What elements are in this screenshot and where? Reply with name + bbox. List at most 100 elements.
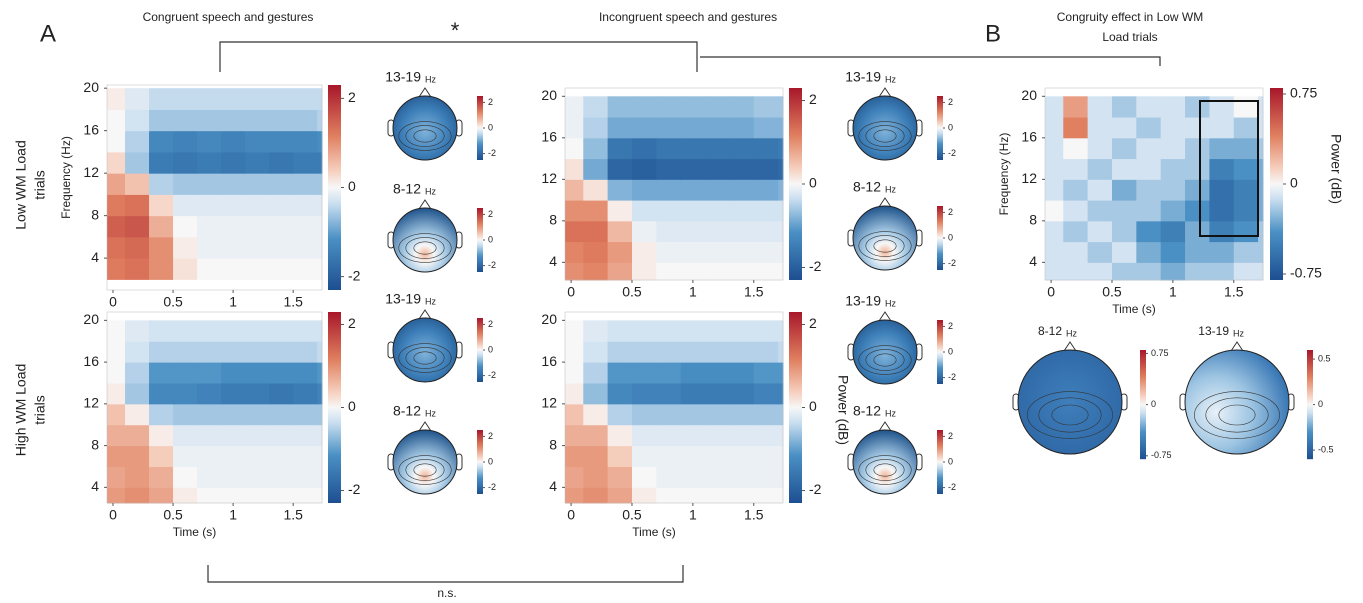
heatmap-cell: [656, 320, 682, 342]
heatmap-cell: [149, 424, 174, 447]
heatmap-cell: [778, 382, 784, 405]
heatmap-cell: [1160, 96, 1186, 118]
colorbar: [328, 85, 341, 290]
heatmap-cell: [317, 194, 323, 217]
topo-colorbar: [937, 320, 943, 384]
heatmap-cell: [1160, 200, 1186, 222]
heatmap-cell: [173, 424, 198, 447]
heatmap-cell: [656, 220, 682, 243]
heatmap-cell: [245, 88, 270, 110]
topo-nose: [878, 197, 892, 208]
heatmap-cell: [1136, 262, 1162, 281]
topo-head: [1017, 349, 1123, 455]
heatmap-cell: [656, 466, 682, 488]
topo-contour: [873, 353, 897, 367]
heatmap-cell: [656, 403, 682, 426]
heatmap-cell: [107, 403, 126, 426]
topo-colorbar-tick-label: 2: [488, 209, 493, 219]
heatmap-cell: [293, 236, 318, 259]
heatmap-cell: [778, 158, 784, 180]
heatmap-cell: [1209, 158, 1235, 180]
heatmap-cell: [317, 487, 323, 504]
heatmap-cell: [1209, 137, 1235, 160]
heatmap-cell: [1209, 200, 1235, 222]
heatmap-cell: [293, 424, 318, 447]
heatmap-cell: [245, 382, 270, 405]
heatmap-cell: [125, 382, 150, 405]
heatmap-cell: [245, 215, 270, 238]
heatmap-cell: [149, 88, 174, 110]
heatmap-cell: [631, 220, 657, 243]
heatmap-cell: [1258, 117, 1264, 139]
heatmap-cell: [565, 117, 584, 139]
heatmap-cell: [125, 362, 150, 384]
heatmap-cell: [1258, 262, 1264, 281]
heatmap-cell: [245, 151, 270, 174]
topo-unit: Hz: [425, 74, 436, 84]
heatmap-cell: [197, 173, 222, 195]
heatmap-cell: [680, 403, 706, 426]
heatmap-cell: [269, 382, 294, 405]
topo-colorbar-tick-label: -0.5: [1318, 444, 1334, 454]
heatmap-cell: [173, 194, 198, 217]
heatmap-cell: [631, 320, 657, 342]
y-axis-label: Frequency (Hz): [59, 136, 73, 219]
topo-contour: [405, 459, 445, 481]
heatmap-cell: [221, 466, 246, 488]
heatmap-cell: [656, 117, 682, 139]
heatmap-cell: [1045, 241, 1064, 263]
heatmap-cell: [729, 158, 755, 180]
topo-unit: Hz: [425, 408, 436, 418]
topo-contour: [1205, 397, 1269, 433]
heatmap-cell: [680, 382, 706, 405]
heatmap-cell: [778, 241, 784, 263]
heatmap-cell: [631, 137, 657, 160]
heatmap-cell: [173, 151, 198, 174]
heatmap-cell: [173, 362, 198, 384]
heatmap-cell: [1045, 220, 1064, 243]
heatmap-cell: [583, 362, 609, 384]
topo-colorbar-tick-label: 0: [488, 456, 493, 466]
topo-contour: [413, 463, 437, 477]
topo-unit: Hz: [885, 74, 896, 84]
heatmap-cell: [607, 424, 633, 447]
heatmap-cell: [1087, 241, 1113, 263]
heatmap-cell: [173, 382, 198, 405]
y-tick-label: 4: [1029, 253, 1037, 269]
topo-colorbar: [477, 430, 483, 494]
heatmap-cell: [197, 445, 222, 467]
heatmap-cell: [125, 109, 150, 132]
topo-colorbar-tick-label: 0.5: [1318, 353, 1331, 363]
heatmap-cell: [173, 320, 198, 342]
topo-unit: Hz: [1233, 328, 1244, 338]
heatmap-cell: [778, 320, 784, 342]
heatmap-cell: [125, 445, 150, 467]
heatmap-cell: [1160, 179, 1186, 201]
heatmap-cell: [149, 403, 174, 426]
heatmap-cell: [149, 215, 174, 238]
heatmap-cell: [607, 241, 633, 263]
bracket: [700, 56, 1161, 66]
y-tick-label: 20: [83, 311, 99, 327]
heatmap-cell: [656, 241, 682, 263]
heatmap-cell: [1233, 117, 1259, 139]
heatmap-cell: [149, 445, 174, 467]
topo-colorbar-tick-label: 2: [488, 431, 493, 441]
heatmap-cell: [729, 382, 755, 405]
topo-nose: [418, 421, 432, 432]
heatmap-cell: [1185, 179, 1210, 201]
row-label: Low WM Load: [13, 140, 29, 229]
heatmap-cell: [680, 424, 706, 447]
heatmap-cell: [753, 362, 779, 384]
topo-colorbar-tick-label: 2: [948, 321, 953, 331]
heatmap-cell: [656, 96, 682, 118]
heatmap-cell: [1209, 96, 1235, 118]
heatmap-cell: [197, 424, 222, 447]
topo-head: [392, 207, 458, 273]
topo-contour: [398, 455, 452, 485]
y-tick-label: 8: [91, 436, 99, 452]
topo-contour: [1038, 397, 1102, 433]
heatmap-cell: [778, 137, 784, 160]
heatmap-cell: [778, 466, 784, 488]
heatmap-cell: [583, 200, 609, 222]
